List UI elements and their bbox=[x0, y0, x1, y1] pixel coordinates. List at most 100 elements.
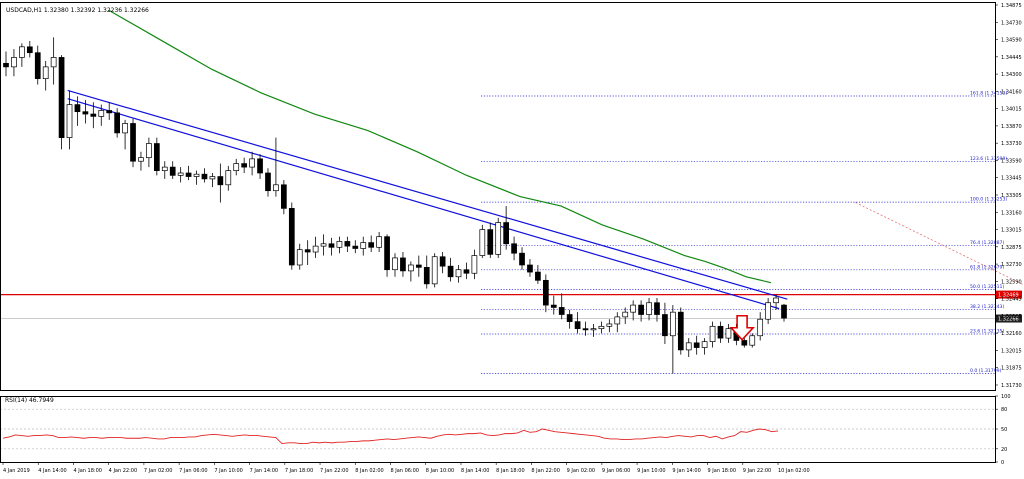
candle-down bbox=[558, 307, 565, 315]
time-tick-label: 7 Jan 14:00 bbox=[250, 468, 278, 474]
price-panel: 161.8 (1.34153) 123.6 (1.33599) 100.0 (1.3… bbox=[0, 3, 1024, 389]
candle-down bbox=[368, 242, 375, 248]
candle-down bbox=[542, 279, 549, 306]
time-tick-label: 8 Jan 14:00 bbox=[461, 468, 489, 474]
candle-up bbox=[773, 297, 779, 304]
candle-up bbox=[336, 241, 343, 248]
fib-level-label: 100.0 (1.33253) bbox=[970, 197, 1007, 203]
candle-up bbox=[455, 269, 462, 278]
candle-down bbox=[90, 113, 97, 117]
trendlines bbox=[67, 89, 788, 310]
rsi-panel-border bbox=[0, 396, 996, 463]
candle-up bbox=[312, 245, 319, 253]
rsi-tick-label: 50 bbox=[1001, 427, 1007, 433]
time-tick-label: 4 Jan 14:00 bbox=[38, 468, 66, 474]
time-tick-label: 4 Jan 2019 bbox=[3, 468, 30, 474]
candle-down bbox=[423, 266, 430, 285]
candle-down bbox=[519, 252, 525, 266]
candle-down bbox=[447, 265, 454, 278]
candle-down bbox=[153, 143, 160, 171]
time-tick-label: 8 Jan 02:00 bbox=[355, 468, 383, 474]
time-axis: 4 Jan 2019 4 Jan 14:00 4 Jan 18:00 4 Jan 22… bbox=[2, 462, 810, 474]
candle-up bbox=[495, 222, 502, 255]
candle-down bbox=[654, 302, 660, 315]
time-tick-label: 9 Jan 22:00 bbox=[743, 468, 771, 474]
price-tick-label: 1.32730 bbox=[1001, 262, 1022, 268]
price-tick-label: 1.34015 bbox=[1001, 107, 1022, 113]
candle-up bbox=[209, 176, 216, 180]
candle-up bbox=[685, 342, 692, 351]
candle-up bbox=[471, 255, 478, 274]
price-tick-label: 1.33730 bbox=[1001, 141, 1022, 147]
candle-up bbox=[193, 173, 200, 177]
candle-up bbox=[392, 257, 398, 271]
moving-average bbox=[108, 9, 772, 284]
candle-down bbox=[487, 229, 494, 255]
price-tick-label: 1.32160 bbox=[1001, 331, 1022, 337]
candle-down bbox=[74, 104, 81, 113]
candle-down bbox=[82, 111, 89, 115]
rsi-title: RSI(14) 46.7949 bbox=[5, 397, 54, 404]
time-tick-label: 8 Jan 06:00 bbox=[391, 468, 419, 474]
trendline bbox=[67, 98, 780, 310]
price-tick-label: 1.34445 bbox=[1001, 55, 1022, 61]
candle-down bbox=[34, 52, 41, 80]
price-tick-label: 1.31875 bbox=[1001, 366, 1022, 372]
candle-up bbox=[622, 311, 629, 318]
fib-diagonal-line bbox=[855, 202, 1024, 286]
candle-up bbox=[11, 57, 17, 68]
candle-up bbox=[590, 328, 597, 331]
price-tick-label: 1.31730 bbox=[1001, 383, 1022, 389]
candle-up bbox=[479, 229, 486, 256]
moving-average-line bbox=[108, 9, 772, 284]
candle-up bbox=[320, 243, 327, 247]
candle-up bbox=[431, 256, 438, 285]
candle-down bbox=[582, 328, 589, 331]
candle-down bbox=[130, 123, 136, 162]
candle-up bbox=[161, 166, 168, 171]
panel-frames bbox=[0, 2, 996, 463]
candle-up bbox=[50, 57, 57, 68]
price-tick-label: 1.33445 bbox=[1001, 176, 1022, 182]
candle-up bbox=[749, 335, 756, 346]
candle-up bbox=[376, 236, 382, 248]
candle-up bbox=[233, 163, 240, 171]
time-tick-label: 7 Jan 18:00 bbox=[285, 468, 313, 474]
candle-down bbox=[241, 163, 248, 168]
candle-up bbox=[606, 323, 613, 327]
main-title: USDCAD,H1 1.32380 1.32392 1.32236 1.3226… bbox=[6, 7, 149, 14]
time-tick-label: 8 Jan 10:00 bbox=[426, 468, 454, 474]
candle-down bbox=[281, 184, 287, 209]
candle-down bbox=[169, 166, 176, 176]
price-tick-label: 1.33160 bbox=[1001, 210, 1022, 216]
candle-down bbox=[114, 112, 120, 134]
candle-up bbox=[701, 341, 708, 348]
trendline bbox=[67, 89, 788, 300]
candle-up bbox=[725, 328, 732, 339]
candle-down bbox=[566, 314, 573, 322]
candle-down bbox=[185, 172, 192, 177]
candle-up bbox=[614, 316, 621, 325]
time-tick-label: 7 Jan 10:00 bbox=[214, 468, 242, 474]
candle-down bbox=[503, 222, 509, 245]
price-tick-label: 1.33305 bbox=[1001, 193, 1022, 199]
fib-level-label: 50.0 (1.32511) bbox=[970, 284, 1004, 290]
candle-up bbox=[765, 302, 771, 320]
candle-down bbox=[106, 110, 113, 114]
time-tick-label: 7 Jan 22:00 bbox=[320, 468, 348, 474]
candle-down bbox=[384, 236, 390, 271]
time-tick-label: 9 Jan 18:00 bbox=[708, 468, 736, 474]
candle-down bbox=[535, 271, 541, 281]
rsi-line bbox=[2, 428, 779, 444]
time-tick-label: 4 Jan 22:00 bbox=[109, 468, 137, 474]
candle-up bbox=[66, 104, 73, 138]
price-tick-label: 1.32590 bbox=[1001, 279, 1022, 285]
candle-up bbox=[273, 184, 279, 192]
candle-down bbox=[352, 245, 359, 249]
candle-up bbox=[630, 304, 637, 313]
candle-down bbox=[741, 340, 748, 346]
fib-level-label: 76.4 (1.32887) bbox=[970, 240, 1004, 246]
candle-down bbox=[201, 173, 208, 180]
price-tick-label: 1.32015 bbox=[1001, 348, 1022, 354]
